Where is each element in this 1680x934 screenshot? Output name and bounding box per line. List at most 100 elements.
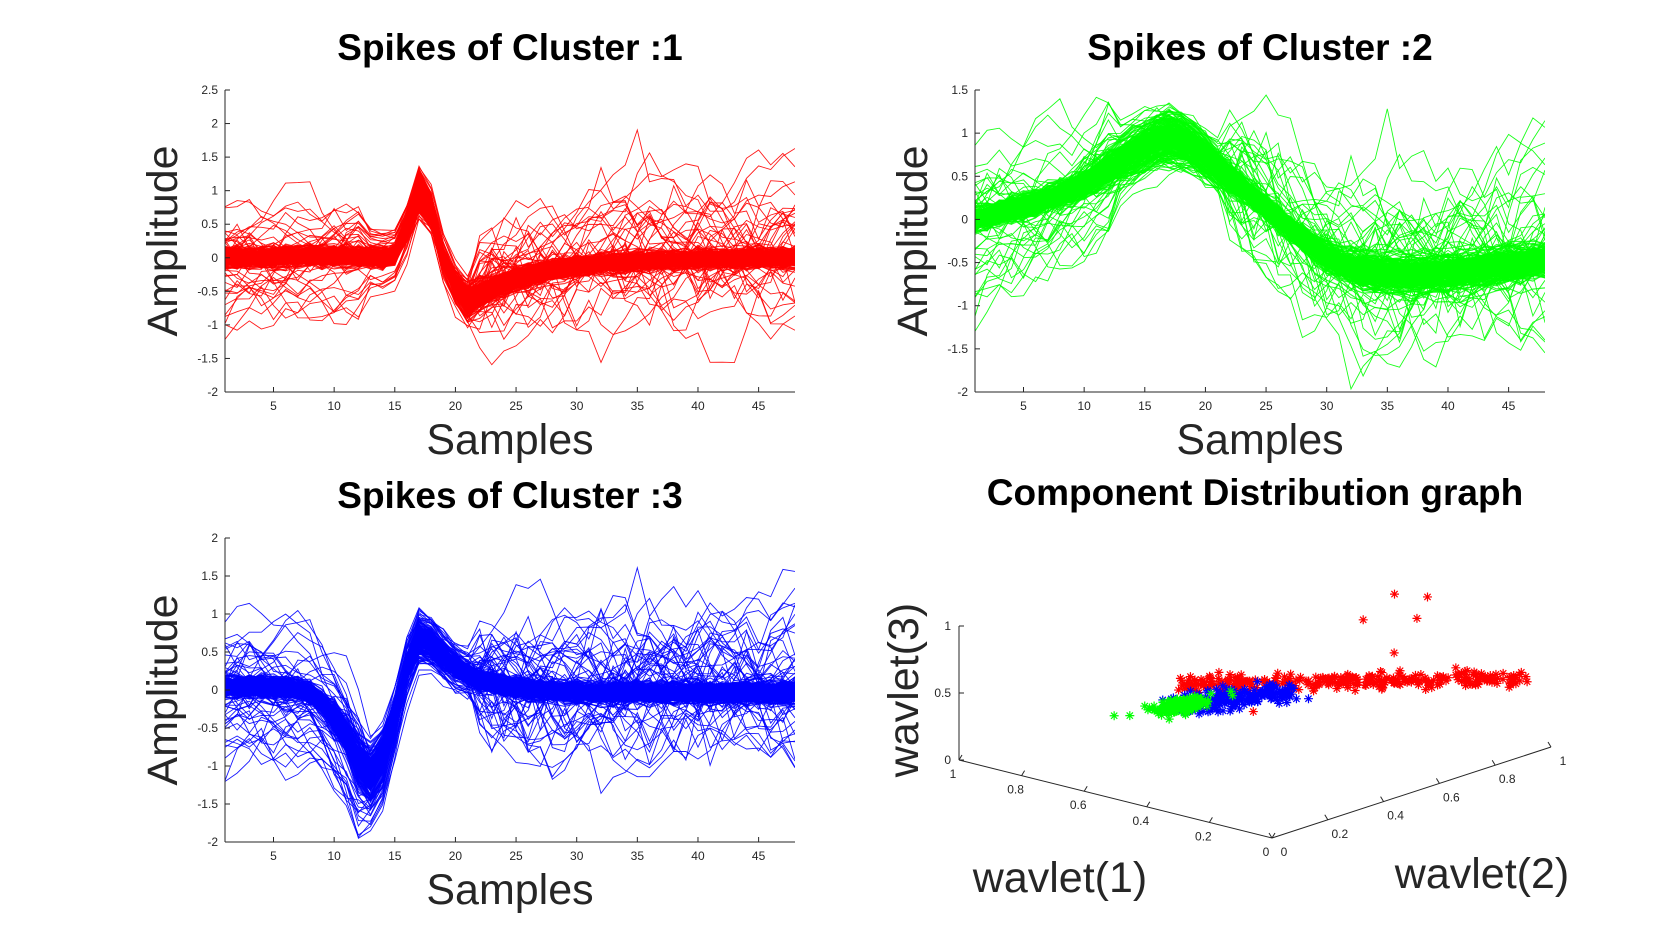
y-tick-mark [1324, 814, 1329, 821]
x-tick-label: 1 [950, 767, 957, 781]
scatter-point [1332, 684, 1342, 694]
scatter-point [1246, 679, 1256, 689]
x-tick-label: 5 [1020, 399, 1027, 413]
y-tick-label: -1 [207, 318, 218, 332]
scatter-point [1177, 680, 1187, 690]
waveform-trace [225, 192, 795, 303]
waveform-traces [975, 94, 1545, 391]
x-tick-label: 40 [691, 399, 705, 413]
waveform-traces [225, 128, 795, 366]
x-tick-label: 20 [1199, 399, 1213, 413]
x-tick-label: 25 [1259, 399, 1273, 413]
y-tick-label: 0 [961, 212, 968, 226]
waveform-trace [975, 129, 1545, 285]
y-tick-mark [1491, 759, 1496, 766]
x-tick-label: 30 [570, 399, 584, 413]
scatter-point [1180, 690, 1190, 700]
scatter-point [1506, 671, 1516, 681]
scatter-point [1291, 694, 1301, 704]
scatter-point [1337, 674, 1347, 684]
scatter-point [1234, 704, 1244, 714]
scatter-point [1222, 684, 1232, 694]
scatter-point [1283, 685, 1293, 695]
scatter-point [1156, 704, 1166, 714]
waveform-trace [975, 130, 1545, 291]
x-tick-label: 10 [327, 849, 341, 863]
scatter-point [1161, 702, 1171, 712]
waveform-trace [975, 152, 1545, 321]
y-tick-label: -1 [957, 299, 968, 313]
scatter-point [1281, 691, 1291, 701]
x-tick-label: 15 [1138, 399, 1152, 413]
waveform-trace [225, 611, 795, 814]
x-tick-mark [1021, 770, 1026, 776]
scatter-point [1436, 676, 1446, 686]
y-tick-label: 2 [211, 531, 218, 545]
scatter-point [1414, 677, 1424, 687]
scatter-point [1498, 668, 1508, 678]
scatter-point [1147, 704, 1157, 714]
scatter-point [1469, 667, 1479, 677]
chart-title: Spikes of Cluster :2 [1087, 27, 1432, 68]
scatter-point [1172, 694, 1182, 704]
scatter-point [1270, 673, 1280, 683]
scatter-point [1196, 674, 1206, 684]
scatter-point [1498, 674, 1508, 684]
scatter-point [1368, 680, 1378, 690]
x-axis-label: Samples [426, 866, 593, 914]
scatter-point [1324, 680, 1334, 690]
scatter-point [1228, 691, 1238, 701]
waveform-trace [225, 633, 795, 768]
waveform-trace [225, 183, 795, 291]
scatter-point [1158, 697, 1168, 707]
scatter-point [1162, 699, 1172, 709]
scatter-point [1278, 691, 1288, 701]
scatter-point [1249, 694, 1259, 704]
y-tick-label: -2 [207, 835, 218, 849]
scatter-point [1149, 705, 1159, 715]
scatter-point [1514, 670, 1524, 680]
scatter-point [1277, 686, 1287, 696]
scatter-point [1313, 677, 1323, 687]
scatter-point [1429, 675, 1439, 685]
x-tick-label: 0.6 [1070, 798, 1087, 812]
x-axis-label: Samples [426, 416, 593, 464]
scatter-point [1328, 674, 1338, 684]
scatter-point [1399, 674, 1409, 684]
subplot-component-distribution: Component Distribution graph 0 0.2 0.4 0.6 0.… [880, 472, 1569, 902]
y-tick-label: -0.5 [197, 721, 218, 735]
scatter-point [1492, 673, 1502, 683]
y-tick-label: 0.6 [1443, 790, 1460, 804]
y-tick-label: -1 [207, 759, 218, 773]
scatter-point [1211, 684, 1221, 694]
scatter-point [1243, 677, 1253, 687]
x-tick-label: 5 [270, 849, 277, 863]
scatter-point [1279, 672, 1289, 682]
x-tick-label: 25 [509, 399, 523, 413]
x-tick-label: 15 [388, 399, 402, 413]
x-tick-label: 45 [752, 849, 766, 863]
waveform-trace [975, 136, 1545, 280]
waveform-trace [975, 152, 1545, 287]
scatter-point [1196, 679, 1206, 689]
x-tick-mark [1146, 801, 1151, 808]
y-tick-label: 1 [961, 126, 968, 140]
y-tick-label: -2 [957, 385, 968, 399]
scatter-point [1316, 673, 1326, 683]
scatter-point [1241, 696, 1251, 706]
scatter-point [1212, 705, 1222, 715]
scatter-point [1400, 676, 1410, 686]
scatter-point [1265, 680, 1275, 690]
scatter-point [1252, 694, 1262, 704]
scatter-point [1176, 707, 1186, 717]
x-tick-label: 20 [449, 399, 463, 413]
scatter-point [1174, 685, 1184, 695]
y-tick-label: 0.5 [201, 645, 218, 659]
x-tick-label: 10 [1077, 399, 1091, 413]
scatter-point [1228, 695, 1238, 705]
waveform-trace [225, 194, 795, 296]
scatter-point [1465, 679, 1475, 689]
scatter-point [1296, 672, 1306, 682]
y-tick-label: 1 [211, 607, 218, 621]
